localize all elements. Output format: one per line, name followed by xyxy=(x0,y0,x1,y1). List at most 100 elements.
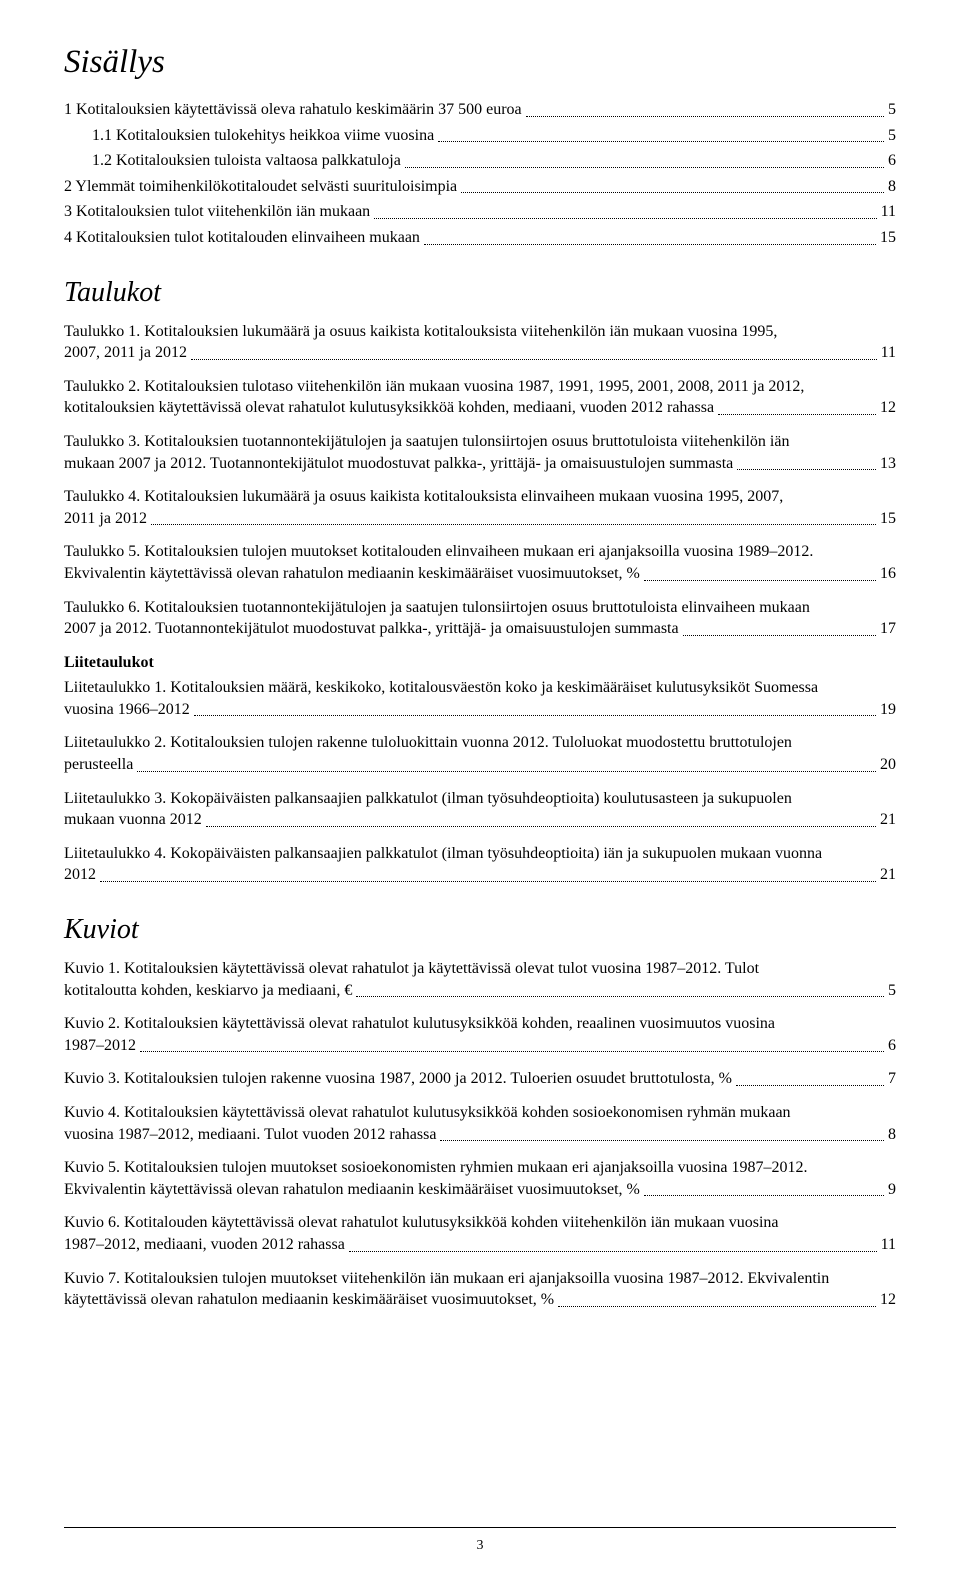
toc-entry-page: 20 xyxy=(880,754,896,776)
toc-liitetaulukot: Liitetaulukko 1. Kotitalouksien määrä, k… xyxy=(64,677,896,886)
toc-entry-page: 21 xyxy=(880,809,896,831)
toc-entry-page: 5 xyxy=(888,99,896,121)
toc-entry-page: 11 xyxy=(881,342,896,364)
toc-leader xyxy=(644,1183,884,1197)
toc-entry-last-line: 201221 xyxy=(64,864,896,886)
toc-entry-last-line: perusteella 20 xyxy=(64,754,896,776)
toc-leader xyxy=(737,456,876,470)
toc-entry-last-line: 2007, 2011 ja 201211 xyxy=(64,342,896,364)
toc-kuviot: Kuvio 1. Kotitalouksien käytettävissä ol… xyxy=(64,958,896,1311)
toc-entry-label: mukaan vuonna 2012 xyxy=(64,809,202,831)
toc-leader xyxy=(683,622,876,636)
toc-leader xyxy=(137,758,876,772)
toc-entry: Liitetaulukko 3. Kokopäiväisten palkansa… xyxy=(64,788,896,831)
toc-entry-line: Kuvio 5. Kotitalouksien tulojen muutokse… xyxy=(64,1157,896,1179)
toc-entry: Liitetaulukko 4. Kokopäiväisten palkansa… xyxy=(64,843,896,886)
toc-entry-line: Kuvio 4. Kotitalouksien käytettävissä ol… xyxy=(64,1102,896,1124)
toc-entry: Taulukko 5. Kotitalouksien tulojen muuto… xyxy=(64,541,896,584)
toc-entry-label: 1.2 Kotitalouksien tuloista valtaosa pal… xyxy=(92,150,401,172)
toc-entry-label: 2011 ja 2012 xyxy=(64,508,147,530)
toc-entry-label: 1987–2012, mediaani, vuoden 2012 rahassa xyxy=(64,1234,345,1256)
toc-entry-line: Kuvio 6. Kotitalouden käytettävissä olev… xyxy=(64,1212,896,1234)
toc-entry-page: 5 xyxy=(888,980,896,1002)
toc-entry-page: 12 xyxy=(880,1289,896,1311)
toc-leader xyxy=(100,868,876,882)
toc-entry-label: Ekvivalentin käytettävissä olevan rahatu… xyxy=(64,563,640,585)
toc-entry: 2 Ylemmät toimihenkilökotitaloudet selvä… xyxy=(64,176,896,198)
toc-entry-line: Taulukko 1. Kotitalouksien lukumäärä ja … xyxy=(64,321,896,343)
toc-leader xyxy=(558,1293,876,1307)
toc-entry-last-line: kotitalouksien käytettävissä olevat raha… xyxy=(64,397,896,419)
toc-entry-label: vuosina 1966–2012 xyxy=(64,699,190,721)
toc-entry-label: perusteella xyxy=(64,754,133,776)
toc-entry-line: Taulukko 2. Kotitalouksien tulotaso viit… xyxy=(64,376,896,398)
toc-entry-last-line: 2007 ja 2012. Tuotannontekijätulot muodo… xyxy=(64,618,896,640)
toc-entry-label: 4 Kotitalouksien tulot kotitalouden elin… xyxy=(64,227,420,249)
toc-leader xyxy=(644,567,876,581)
toc-entry: 1.1 Kotitalouksien tulokehitys heikkoa v… xyxy=(64,125,896,147)
toc-entry-label: 3 Kotitalouksien tulot viitehenkilön iän… xyxy=(64,201,370,223)
toc-entry-page: 11 xyxy=(881,1234,896,1256)
toc-entry-last-line: käytettävissä olevan rahatulon mediaanin… xyxy=(64,1289,896,1311)
liitetaulukot-heading: Liitetaulukot xyxy=(64,652,154,674)
toc-entry: Taulukko 1. Kotitalouksien lukumäärä ja … xyxy=(64,321,896,364)
toc-entry-label: kotitalouksien käytettävissä olevat raha… xyxy=(64,397,714,419)
toc-entry-line: Liitetaulukko 3. Kokopäiväisten palkansa… xyxy=(64,788,896,810)
toc-entry-label: Ekvivalentin käytettävissä olevan rahatu… xyxy=(64,1179,640,1201)
toc-entry-last-line: kotitaloutta kohden, keskiarvo ja mediaa… xyxy=(64,980,896,1002)
toc-entry-page: 19 xyxy=(880,699,896,721)
toc-entry-page: 17 xyxy=(880,618,896,640)
toc-entry-last-line: Kuvio 3. Kotitalouksien tulojen rakenne … xyxy=(64,1068,896,1090)
toc-entry-label: vuosina 1987–2012, mediaani. Tulot vuode… xyxy=(64,1124,436,1146)
toc-entry: 1 Kotitalouksien käytettävissä oleva rah… xyxy=(64,99,896,121)
toc-entry: Kuvio 1. Kotitalouksien käytettävissä ol… xyxy=(64,958,896,1001)
toc-entry-last-line: Ekvivalentin käytettävissä olevan rahatu… xyxy=(64,563,896,585)
toc-entry-page: 15 xyxy=(880,508,896,530)
toc-entry-line: Liitetaulukko 4. Kokopäiväisten palkansa… xyxy=(64,843,896,865)
toc-entry: 1.2 Kotitalouksien tuloista valtaosa pal… xyxy=(64,150,896,172)
toc-leader xyxy=(440,1127,884,1141)
toc-leader xyxy=(194,703,876,717)
page-container: Sisällys 1 Kotitalouksien käytettävissä … xyxy=(0,0,960,1572)
toc-entry-page: 5 xyxy=(888,125,896,147)
toc-entry-last-line: Ekvivalentin käytettävissä olevan rahatu… xyxy=(64,1179,896,1201)
toc-entry-page: 21 xyxy=(880,864,896,886)
toc-entry-label: kotitaloutta kohden, keskiarvo ja mediaa… xyxy=(64,980,352,1002)
toc-entry-label: 1987–2012 xyxy=(64,1035,136,1057)
toc-entry-last-line: mukaan vuonna 2012 21 xyxy=(64,809,896,831)
toc-entry-page: 6 xyxy=(888,1035,896,1057)
liitetaulukot-heading-row: Liitetaulukot xyxy=(64,652,896,674)
toc-entry-last-line: 2011 ja 2012 15 xyxy=(64,508,896,530)
toc-entry-line: Taulukko 6. Kotitalouksien tuotannonteki… xyxy=(64,597,896,619)
toc-entry: 3 Kotitalouksien tulot viitehenkilön iän… xyxy=(64,201,896,223)
toc-entry-last-line: 1987–2012 6 xyxy=(64,1035,896,1057)
toc-entry-label: 1.1 Kotitalouksien tulokehitys heikkoa v… xyxy=(92,125,434,147)
toc-entry-line: Liitetaulukko 1. Kotitalouksien määrä, k… xyxy=(64,677,896,699)
toc-entry-line: Taulukko 3. Kotitalouksien tuotannonteki… xyxy=(64,431,896,453)
toc-entry-line: Kuvio 1. Kotitalouksien käytettävissä ol… xyxy=(64,958,896,980)
toc-entry-page: 15 xyxy=(880,227,896,249)
toc-leader xyxy=(438,128,884,142)
toc-entry: Liitetaulukko 1. Kotitalouksien määrä, k… xyxy=(64,677,896,720)
toc-entry: Kuvio 2. Kotitalouksien käytettävissä ol… xyxy=(64,1013,896,1056)
toc-entry-last-line: 1987–2012, mediaani, vuoden 2012 rahassa… xyxy=(64,1234,896,1256)
toc-entry-last-line: vuosina 1966–2012 19 xyxy=(64,699,896,721)
toc-leader xyxy=(736,1072,884,1086)
toc-leader xyxy=(526,103,884,117)
page-number: 3 xyxy=(0,1538,960,1554)
toc-entry-label: käytettävissä olevan rahatulon mediaanin… xyxy=(64,1289,554,1311)
toc-leader xyxy=(356,983,884,997)
toc-leader xyxy=(191,346,877,360)
toc-entry: Kuvio 3. Kotitalouksien tulojen rakenne … xyxy=(64,1068,896,1090)
kuviot-heading: Kuviot xyxy=(64,914,896,946)
toc-leader xyxy=(405,154,884,168)
toc-leader xyxy=(718,401,876,415)
toc-entry-page: 16 xyxy=(880,563,896,585)
toc-leader xyxy=(461,180,884,194)
toc-entry: Kuvio 5. Kotitalouksien tulojen muutokse… xyxy=(64,1157,896,1200)
toc-leader xyxy=(206,813,876,827)
toc-entry-page: 13 xyxy=(880,453,896,475)
toc-entry-page: 12 xyxy=(880,397,896,419)
toc-entry-page: 7 xyxy=(888,1068,896,1090)
page-title: Sisällys xyxy=(64,44,896,81)
